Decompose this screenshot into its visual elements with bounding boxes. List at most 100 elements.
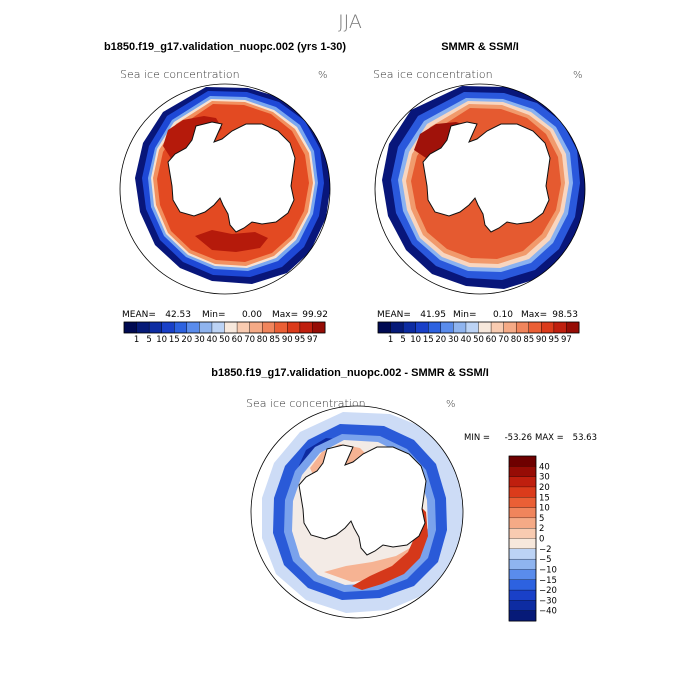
colorbar-tick-label: −30: [539, 596, 557, 606]
colorbar-tick-label: 5: [400, 335, 405, 345]
colorbar-tick-label: 15: [169, 335, 180, 345]
colorbar-tick-label: 50: [473, 335, 484, 345]
model-panel: b1850.f19_g17.validation_nuopc.002 (yrs …: [104, 41, 346, 345]
model-max-value: 99.92: [302, 310, 328, 320]
colorbar-swatch: [508, 486, 537, 498]
colorbar-swatch: [136, 321, 150, 334]
colorbar-tick-label: 30: [194, 335, 205, 345]
colorbar-swatch: [465, 321, 480, 334]
colorbar-swatch: [508, 589, 537, 601]
colorbar-tick-label: 85: [523, 335, 534, 345]
diff-map-border: [250, 405, 464, 619]
diff-panel-title: b1850.f19_g17.validation_nuopc.002 - SMM…: [211, 367, 489, 379]
colorbar-swatch: [553, 321, 567, 334]
colorbar-swatch: [236, 321, 251, 334]
colorbar-tick-label: 20: [435, 335, 446, 345]
colorbar-swatch: [508, 579, 537, 591]
obs-map: [375, 84, 585, 294]
colorbar-frame: [123, 321, 326, 334]
obs-mean-value: 41.95: [420, 310, 446, 320]
colorbar-tick-label: 0: [539, 535, 544, 545]
colorbar-swatch: [261, 321, 276, 334]
colorbar-swatch: [508, 507, 537, 519]
colorbar-swatch: [161, 321, 175, 334]
diff-map: [251, 406, 463, 618]
colorbar-tick-label: −5: [539, 555, 552, 565]
colorbar-swatch: [508, 558, 537, 570]
colorbar-tick-label: 60: [486, 335, 497, 345]
colorbar-tick-label: 1: [388, 335, 393, 345]
colorbar-swatch: [490, 321, 505, 334]
diff-min-label: MIN =: [464, 433, 490, 443]
colorbar-tick-label: 85: [269, 335, 280, 345]
colorbar-swatch: [274, 321, 288, 334]
colorbar-tick-label: 80: [511, 335, 522, 345]
colorbar-tick-label: 10: [156, 335, 167, 345]
colorbar-frame: [377, 321, 580, 334]
colorbar-tick-label: 40: [461, 335, 472, 345]
colorbar-swatch: [123, 321, 138, 334]
colorbar-tick-label: −40: [539, 607, 557, 617]
colorbar-swatch: [508, 476, 537, 488]
colorbar-tick-label: 95: [548, 335, 559, 345]
colorbar-tick-label: 97: [307, 335, 318, 345]
obs-mean-label: MEAN=: [377, 310, 411, 320]
colorbar-swatch: [148, 321, 163, 334]
colorbar-swatch: [402, 321, 417, 334]
colorbar-tick-label: 90: [536, 335, 547, 345]
colorbar-swatch: [508, 497, 537, 509]
obs-min-value: 0.10: [493, 310, 513, 320]
model-min-label: Min=: [202, 310, 226, 320]
obs-variable-label: Sea ice concentration: [373, 68, 493, 81]
colorbar-tick-label: 80: [257, 335, 268, 345]
diff-units-label: %: [446, 399, 456, 410]
colorbar-swatch: [199, 321, 213, 334]
colorbar-tick-label: 95: [294, 335, 305, 345]
model-units-label: %: [318, 70, 328, 81]
colorbar-tick-label: 5: [146, 335, 151, 345]
colorbar-tick-label: 30: [539, 473, 550, 483]
colorbar-swatch: [503, 321, 517, 334]
diff-pos-strong: [352, 502, 428, 590]
colorbar-swatch: [515, 321, 530, 334]
model-land: [167, 121, 296, 233]
colorbar-swatch: [428, 321, 442, 334]
colorbar-swatch: [508, 569, 537, 581]
colorbar-tick-label: 30: [448, 335, 459, 345]
model-variable-label: Sea ice concentration: [120, 68, 240, 81]
colorbar-swatch: [508, 610, 537, 622]
colorbar-swatch: [174, 321, 188, 334]
colorbar-tick-label: 50: [219, 335, 230, 345]
colorbar-swatch: [478, 321, 492, 334]
colorbar-tick-label: −15: [539, 576, 557, 586]
obs-panel: SMMR & SSM/I Sea ice concentration % MEA…: [373, 41, 586, 345]
colorbar-tick-label: 5: [539, 514, 544, 524]
obs-max-value: 98.53: [552, 310, 578, 320]
colorbar-tick-label: 60: [232, 335, 243, 345]
diff-max-value: 53.63: [573, 433, 597, 443]
colorbar-swatch: [541, 321, 555, 334]
diff-land: [298, 444, 427, 556]
season-title: JJA: [338, 11, 362, 33]
colorbar-swatch: [415, 321, 429, 334]
model-colorbar: 1 5 10 15 20 30 40 50 60 70 80 85 90 95 97: [123, 321, 326, 345]
obs-colorbar: 1 5 10 15 20 30 40 50 60 70 80 85 90 95 97: [377, 321, 580, 345]
diff-variable-label: Sea ice concentration: [246, 397, 366, 410]
model-panel-title: b1850.f19_g17.validation_nuopc.002 (yrs …: [104, 41, 346, 53]
model-max-label: Max=: [272, 310, 298, 320]
colorbar-swatch: [453, 321, 467, 334]
colorbar-swatch: [508, 600, 537, 612]
diff-panel: b1850.f19_g17.validation_nuopc.002 - SMM…: [211, 367, 597, 622]
colorbar-tick-label: −10: [539, 565, 557, 575]
colorbar-tick-label: 97: [561, 335, 572, 345]
colorbar-tick-label: −20: [539, 586, 557, 596]
model-min-value: 0.00: [242, 310, 262, 320]
colorbar-swatch: [299, 321, 313, 334]
obs-map-border: [374, 83, 586, 295]
model-thick-ross: [195, 230, 268, 252]
colorbar-swatch: [377, 321, 392, 334]
colorbar-swatch: [508, 455, 537, 467]
colorbar-swatch: [508, 466, 537, 478]
